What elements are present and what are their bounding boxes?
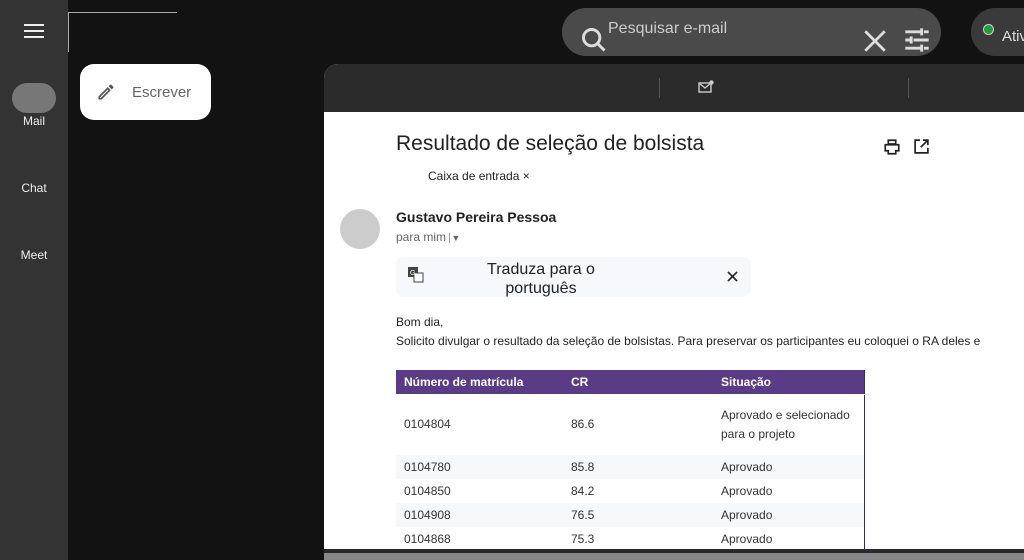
table-row: 0104780 85.8 Aprovado [396, 455, 865, 479]
email-panel: Resultado de seleção de bolsista Caixa d… [324, 64, 1024, 560]
cell: 0104780 [396, 455, 563, 479]
rail-item-chat[interactable]: Chat [21, 181, 47, 195]
chevron-down-icon[interactable]: ▼ [449, 233, 461, 243]
rail-item-meet[interactable]: Meet [20, 248, 48, 262]
svg-text:G: G [410, 270, 415, 277]
recipient-label: para mim [396, 230, 447, 244]
mark-unread-icon[interactable] [698, 80, 714, 94]
cell: 85.8 [563, 455, 713, 479]
horizontal-scrollbar[interactable] [324, 549, 1024, 560]
table-row: 0104850 84.2 Aprovado [396, 479, 865, 503]
translate-icon: G [408, 267, 424, 283]
cell: 84.2 [571, 483, 595, 498]
remove-label-icon[interactable]: × [522, 169, 530, 183]
cell: 0104804 [404, 417, 451, 432]
scrollbar-thumb[interactable] [324, 553, 1024, 560]
sender-name: Gustavo Pereira Pessoa [396, 209, 557, 225]
cell: Aprovado [713, 527, 865, 551]
search-icon[interactable] [580, 26, 608, 54]
compose-label: Escrever [132, 83, 192, 101]
search-input[interactable]: Pesquisar e-mail [608, 20, 728, 37]
translate-link[interactable]: Traduza para o português [487, 261, 595, 297]
cell: 0104868 [404, 531, 451, 546]
results-table: Número de matrícula CR Situação 0104804 8… [396, 370, 865, 551]
translate-banner: G Traduza para o português [396, 257, 751, 297]
cell: 76.5 [563, 503, 713, 527]
open-new-window-icon[interactable] [913, 138, 930, 155]
status-dot-icon [983, 24, 994, 35]
cell: Aprovado e selecionado para o projeto [713, 394, 865, 455]
divider [908, 78, 909, 98]
cell: 0104908 [396, 503, 563, 527]
cell: 75.3 [571, 531, 595, 546]
status-label: Ativ [1002, 28, 1024, 45]
column-header: Número de matrícula [396, 370, 563, 395]
cell: Aprovado [713, 455, 865, 479]
email-body: Bom dia, Solicito divulgar o resultado d… [396, 313, 980, 351]
table-row: 0104868 75.3 Aprovado [396, 527, 865, 551]
greeting: Bom dia, [396, 315, 444, 329]
pencil-icon [98, 84, 114, 100]
nav-rail: Mail Chat Meet [0, 0, 68, 560]
body-paragraph: Solicito divulgar o resultado da seleção… [396, 334, 981, 348]
column-header: Situação [713, 370, 865, 395]
mail-nav-icon[interactable] [12, 83, 56, 113]
status-button[interactable]: Ativ [971, 8, 1024, 56]
recipient-details[interactable]: para mim ▼ [396, 230, 461, 244]
inbox-label-chip: Caixa de entrada × [428, 169, 530, 183]
divider [659, 78, 660, 98]
cell: Aprovado [713, 503, 865, 527]
close-icon[interactable] [727, 271, 738, 282]
email-subject: Resultado de seleção de bolsista [396, 132, 705, 155]
cell: Aprovado [713, 479, 865, 503]
compose-button[interactable]: Escrever [80, 64, 211, 120]
filter-options-icon[interactable] [903, 26, 931, 54]
search-bar[interactable]: Pesquisar e-mail [562, 8, 941, 56]
clear-search-icon[interactable] [862, 28, 888, 54]
column-header: CR [563, 370, 713, 395]
avatar [340, 209, 380, 249]
menu-icon[interactable] [24, 24, 44, 38]
email-toolbar [324, 64, 1024, 112]
logo-placeholder [68, 12, 177, 52]
cell: 86.6 [571, 417, 595, 432]
print-icon[interactable] [883, 138, 901, 156]
table-row: 0104908 76.5 Aprovado [396, 503, 865, 527]
inbox-label: Caixa de entrada [428, 169, 520, 183]
rail-item-mail[interactable]: Mail [22, 114, 45, 128]
cell: 0104850 [404, 483, 451, 498]
table-row: 0104804 86.6 Aprovado e selecionado para o… [396, 394, 865, 455]
